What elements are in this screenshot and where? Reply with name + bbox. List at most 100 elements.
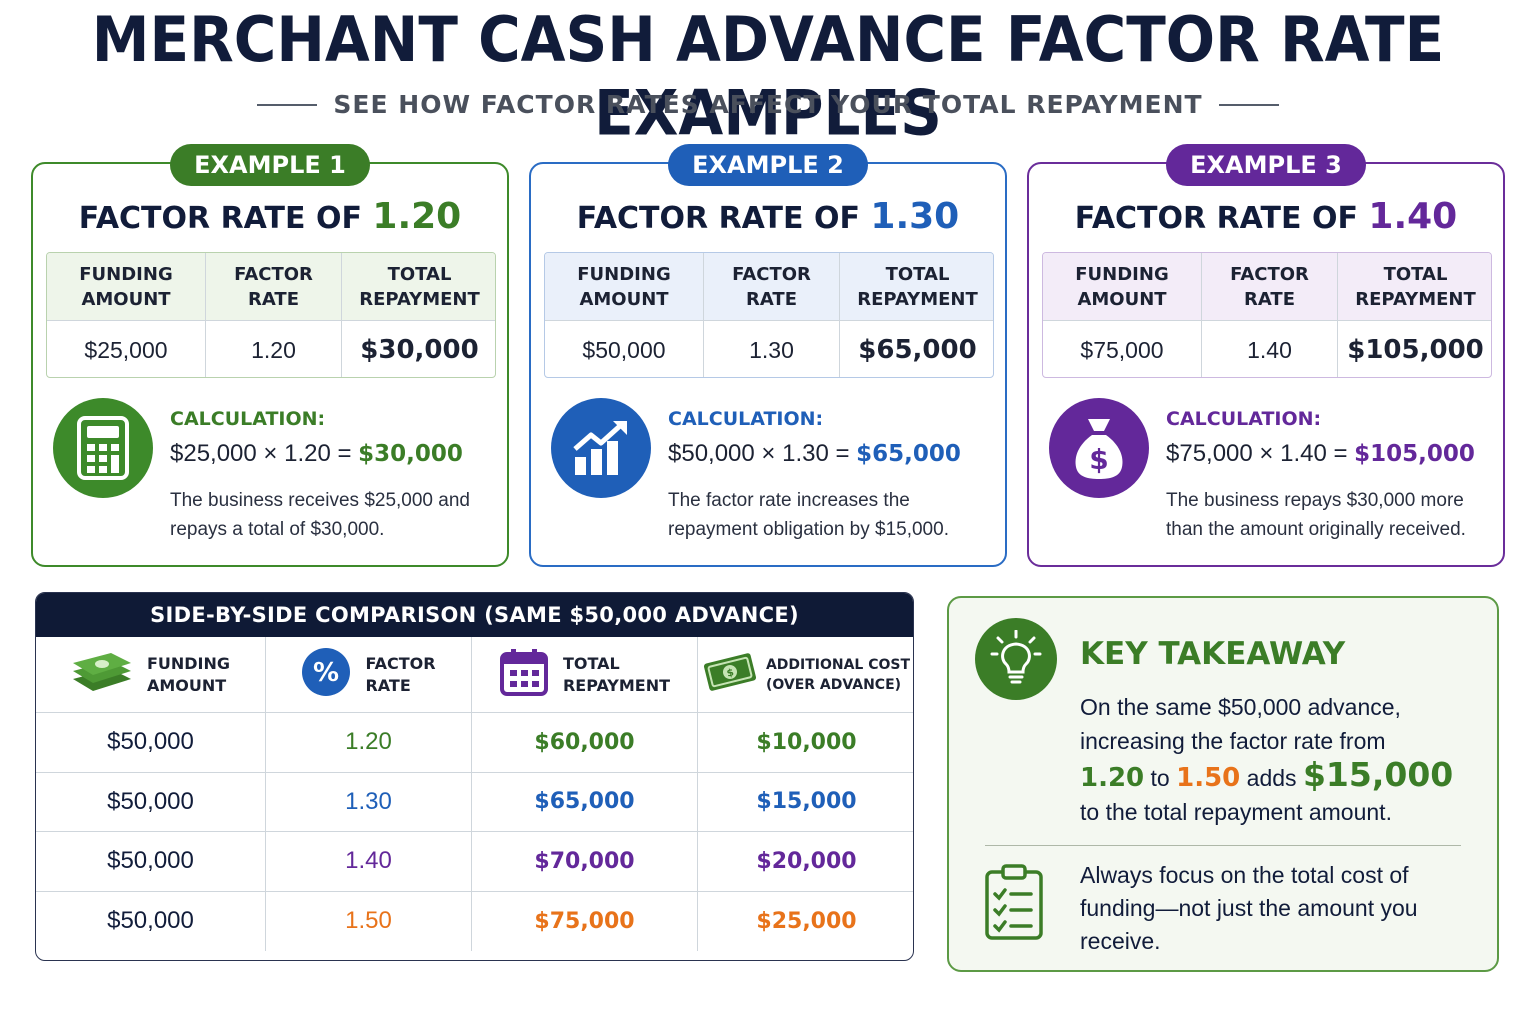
comparison-header-label: FACTOR RATE — [365, 653, 435, 697]
comparison-header-additional: $ ADDITIONAL COST (OVER ADVANCE) — [698, 637, 913, 713]
comparison-header-funding: FUNDING AMOUNT — [36, 637, 266, 713]
comparison-table: SIDE-BY-SIDE COMPARISON (SAME $50,000 AD… — [35, 592, 914, 961]
row-1-total: $60,000 — [472, 713, 698, 773]
checklist-icon — [983, 864, 1045, 945]
takeaway-title: KEY TAKEAWAY — [1080, 636, 1346, 672]
factor-rate-heading-value: 1.30 — [870, 196, 960, 237]
total-repayment-value: $105,000 — [1347, 335, 1484, 365]
row-3-rate: 1.40 — [266, 832, 472, 892]
factor-rate-heading: FACTOR RATE OF 1.40 — [1029, 196, 1503, 237]
calculation-note: The business receives $25,000 and repays… — [170, 490, 470, 540]
comparison-grid: FUNDING AMOUNT % FACTOR RATE — [36, 637, 913, 951]
factor-rate-heading-prefix: FACTOR RATE OF — [1074, 201, 1358, 236]
takeaway-end: to the total repayment amount. — [1080, 799, 1392, 825]
example-badge: EXAMPLE 3 — [1166, 144, 1366, 186]
factor-rate-value: 1.20 — [206, 321, 342, 377]
col-total-repayment: TOTAL REPAYMENT — [342, 253, 495, 321]
col-factor-rate: FACTOR RATE — [206, 253, 342, 321]
comparison-header-total: TOTAL REPAYMENT — [472, 637, 698, 713]
row-2-rate: 1.30 — [266, 772, 472, 832]
subtitle-rule-left — [257, 103, 318, 106]
example-card-1: EXAMPLE 1 FACTOR RATE OF 1.20 FUNDING AM… — [31, 144, 509, 567]
factor-rate-heading-value: 1.20 — [372, 196, 462, 237]
calendar-icon — [499, 647, 549, 702]
comparison-header-label: TOTAL REPAYMENT — [563, 653, 670, 697]
calculation-formula: $25,000 × 1.20 = $30,000 — [170, 440, 463, 468]
svg-text:$: $ — [1089, 443, 1108, 476]
calculator-icon — [53, 398, 153, 498]
banknote-icon: $ — [702, 650, 758, 699]
comparison-title: SIDE-BY-SIDE COMPARISON (SAME $50,000 AD… — [36, 593, 913, 637]
takeaway-text: On the same $50,000 advance, increasing … — [1080, 690, 1480, 829]
calculation-note: The factor rate increases the repayment … — [668, 490, 949, 540]
col-funding-amount: FUNDING AMOUNT — [47, 253, 206, 321]
row-4-total: $75,000 — [472, 891, 698, 951]
header-line-1: FACTOR — [365, 653, 436, 673]
takeaway-advice: Always focus on the total cost of fundin… — [1080, 862, 1418, 954]
funding-amount-value: $50,000 — [545, 321, 704, 377]
header-line-1: TOTAL — [562, 653, 620, 673]
example-badge: EXAMPLE 1 — [170, 144, 370, 186]
calculation-label: CALCULATION: — [170, 408, 326, 430]
page-title: MERCHANT CASH ADVANCE FACTOR RATE EXAMPL… — [91, 2, 1445, 150]
cash-stack-icon — [71, 649, 133, 700]
factor-rate-value: 1.40 — [1202, 321, 1338, 377]
comparison-header-factor: % FACTOR RATE — [266, 637, 472, 713]
subtitle-rule-right — [1218, 103, 1279, 106]
header-line-2: (OVER ADVANCE) — [765, 676, 902, 693]
col-funding-amount: FUNDING AMOUNT — [1043, 253, 1202, 321]
calculation-label: CALCULATION: — [1166, 408, 1322, 430]
factor-rate-heading-prefix: FACTOR RATE OF — [576, 201, 860, 236]
calculation-result: $30,000 — [358, 441, 463, 467]
calculation-left: $75,000 × 1.40 = — [1166, 440, 1348, 467]
row-2-total: $65,000 — [472, 772, 698, 832]
calculation-formula: $75,000 × 1.40 = $105,000 — [1166, 440, 1475, 468]
col-factor-rate: FACTOR RATE — [704, 253, 840, 321]
takeaway-intro: On the same $50,000 advance, increasing … — [1080, 694, 1401, 754]
row-3-funding: $50,000 — [36, 832, 266, 892]
row-3-additional: $20,000 — [698, 832, 913, 892]
factor-rate-value: 1.30 — [704, 321, 840, 377]
example-table: FUNDING AMOUNT FACTOR RATE TOTAL REPAYME… — [544, 252, 994, 378]
row-4-funding: $50,000 — [36, 891, 266, 951]
takeaway-from-rate: 1.20 — [1080, 763, 1145, 793]
takeaway-to-rate: 1.50 — [1176, 763, 1241, 793]
svg-text:%: % — [313, 658, 339, 688]
page-subtitle: SEE HOW FACTOR RATES AFFECT YOUR TOTAL R… — [333, 90, 1203, 119]
col-total-repayment: TOTAL REPAYMENT — [1338, 253, 1491, 321]
factor-rate-heading: FACTOR RATE OF 1.30 — [531, 196, 1005, 237]
svg-text:$: $ — [726, 667, 735, 679]
calculation-result: $105,000 — [1354, 441, 1475, 467]
subtitle-row: SEE HOW FACTOR RATES AFFECT YOUR TOTAL R… — [0, 90, 1536, 119]
calculation-left: $50,000 × 1.30 = — [668, 440, 850, 467]
row-3-total: $70,000 — [472, 832, 698, 892]
calculation-note: The business repays $30,000 more than th… — [1166, 490, 1466, 540]
example-table: FUNDING AMOUNT FACTOR RATE TOTAL REPAYME… — [46, 252, 496, 378]
example-badge: EXAMPLE 2 — [668, 144, 868, 186]
lightbulb-icon — [975, 618, 1057, 700]
funding-amount-value: $25,000 — [47, 321, 206, 377]
money-bag-icon: $ — [1049, 398, 1149, 498]
growth-chart-icon — [551, 398, 651, 498]
col-funding-amount: FUNDING AMOUNT — [545, 253, 704, 321]
col-total-repayment: TOTAL REPAYMENT — [840, 253, 993, 321]
funding-amount-value: $75,000 — [1043, 321, 1202, 377]
takeaway-amount: $15,000 — [1302, 755, 1454, 794]
header-line-1: ADDITIONAL COST — [765, 656, 911, 673]
takeaway-divider — [985, 845, 1461, 846]
calculation-left: $25,000 × 1.20 = — [170, 440, 352, 467]
percent-icon: % — [301, 647, 351, 702]
takeaway-to-word: to — [1150, 765, 1170, 791]
example-card-3: EXAMPLE 3 FACTOR RATE OF 1.40 FUNDING AM… — [1027, 144, 1505, 567]
col-factor-rate: FACTOR RATE — [1202, 253, 1338, 321]
header-line-1: FUNDING — [146, 653, 231, 673]
factor-rate-heading-value: 1.40 — [1368, 196, 1458, 237]
row-1-funding: $50,000 — [36, 713, 266, 773]
row-1-additional: $10,000 — [698, 713, 913, 773]
row-2-funding: $50,000 — [36, 772, 266, 832]
calculation-formula: $50,000 × 1.30 = $65,000 — [668, 440, 961, 468]
row-1-rate: 1.20 — [266, 713, 472, 773]
example-card-2: EXAMPLE 2 FACTOR RATE OF 1.30 FUNDING AM… — [529, 144, 1007, 567]
row-2-additional: $15,000 — [698, 773, 913, 832]
calculation-result: $65,000 — [856, 441, 961, 467]
